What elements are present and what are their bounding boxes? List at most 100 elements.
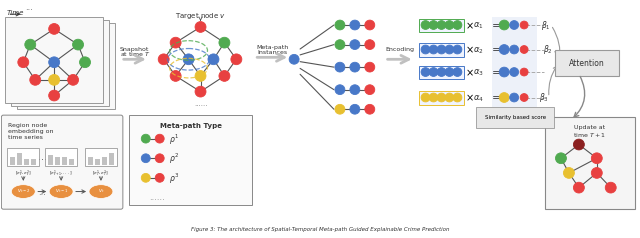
FancyBboxPatch shape: [45, 149, 77, 166]
FancyBboxPatch shape: [55, 153, 60, 165]
FancyBboxPatch shape: [5, 17, 103, 103]
Text: =: =: [492, 94, 501, 104]
FancyBboxPatch shape: [31, 159, 36, 165]
Text: $\times$: $\times$: [465, 93, 474, 104]
FancyBboxPatch shape: [10, 157, 15, 165]
FancyBboxPatch shape: [419, 19, 464, 32]
Ellipse shape: [49, 185, 73, 198]
Circle shape: [605, 182, 616, 193]
Text: Meta-path: Meta-path: [256, 45, 289, 50]
Text: Target node $v$: Target node $v$: [175, 11, 226, 21]
Circle shape: [350, 62, 360, 72]
FancyBboxPatch shape: [8, 149, 39, 166]
Circle shape: [563, 168, 574, 178]
Text: $\times$: $\times$: [465, 45, 474, 56]
Circle shape: [195, 70, 206, 81]
Circle shape: [350, 104, 360, 114]
Circle shape: [350, 40, 360, 50]
FancyBboxPatch shape: [545, 117, 635, 209]
FancyBboxPatch shape: [492, 17, 537, 107]
Text: $v_t$: $v_t$: [98, 188, 104, 195]
Circle shape: [350, 20, 360, 30]
FancyBboxPatch shape: [85, 149, 117, 166]
Circle shape: [335, 20, 345, 30]
Text: $\beta_1$: $\beta_1$: [541, 19, 551, 31]
Circle shape: [520, 68, 528, 76]
Text: $[e_T^1, e_T^2]$: $[e_T^1, e_T^2]$: [92, 168, 109, 178]
Circle shape: [499, 67, 509, 77]
Text: $\alpha_2$: $\alpha_2$: [473, 45, 484, 56]
Text: embedding on: embedding on: [8, 129, 54, 134]
FancyBboxPatch shape: [1, 115, 123, 209]
FancyBboxPatch shape: [12, 20, 109, 106]
Text: ...: ...: [38, 152, 47, 162]
Text: Meta-path Type: Meta-path Type: [159, 123, 221, 129]
Circle shape: [499, 20, 509, 30]
FancyBboxPatch shape: [69, 157, 74, 165]
Circle shape: [365, 104, 375, 114]
Circle shape: [509, 68, 518, 76]
FancyBboxPatch shape: [48, 157, 53, 165]
Text: Similarity based score: Similarity based score: [484, 115, 546, 120]
Circle shape: [421, 21, 430, 30]
Circle shape: [195, 86, 206, 97]
Circle shape: [49, 57, 60, 68]
Circle shape: [437, 21, 446, 30]
Circle shape: [170, 37, 181, 48]
Circle shape: [49, 90, 60, 101]
Circle shape: [421, 45, 430, 54]
Circle shape: [429, 93, 438, 102]
Text: Attention: Attention: [569, 59, 605, 68]
Circle shape: [170, 70, 181, 81]
Circle shape: [499, 93, 509, 102]
Circle shape: [453, 45, 462, 54]
Ellipse shape: [89, 185, 113, 198]
Text: ...: ...: [38, 188, 46, 197]
Circle shape: [421, 68, 430, 76]
Text: Snapshot: Snapshot: [120, 47, 150, 52]
Circle shape: [156, 174, 164, 182]
Text: $v_{t-1}$: $v_{t-1}$: [54, 188, 68, 195]
Text: Figure 3: The architecture of Spatial-Temporal Meta-path Guided Explainable Crim: Figure 3: The architecture of Spatial-Te…: [191, 227, 449, 232]
Text: ...: ...: [26, 3, 33, 12]
Text: $\beta_2$: $\beta_2$: [543, 43, 553, 56]
Circle shape: [365, 40, 375, 50]
FancyBboxPatch shape: [102, 157, 107, 165]
Circle shape: [573, 139, 584, 150]
Circle shape: [183, 54, 194, 65]
Circle shape: [158, 54, 169, 65]
Text: $\rho^1$: $\rho^1$: [169, 132, 179, 147]
Circle shape: [520, 21, 528, 29]
Text: Instances: Instances: [257, 50, 287, 55]
Circle shape: [445, 68, 454, 76]
FancyBboxPatch shape: [419, 66, 464, 79]
Text: $v_{t-2}$: $v_{t-2}$: [17, 188, 30, 195]
Circle shape: [141, 174, 150, 182]
Text: ......: ......: [194, 101, 207, 107]
Circle shape: [365, 20, 375, 30]
Circle shape: [429, 21, 438, 30]
Circle shape: [453, 68, 462, 76]
Circle shape: [350, 85, 360, 94]
Circle shape: [141, 154, 150, 163]
Circle shape: [429, 68, 438, 76]
Text: $\times$: $\times$: [465, 68, 474, 78]
Circle shape: [509, 93, 518, 102]
Text: =: =: [492, 68, 501, 78]
FancyBboxPatch shape: [109, 153, 114, 165]
Circle shape: [195, 22, 206, 32]
Text: Region node: Region node: [8, 123, 47, 128]
Text: $[e_{t+1}^1,...]$: $[e_{t+1}^1,...]$: [49, 168, 73, 178]
Ellipse shape: [12, 185, 35, 198]
Circle shape: [231, 54, 242, 65]
Circle shape: [499, 45, 509, 55]
Circle shape: [335, 85, 345, 94]
Text: $\alpha_1$: $\alpha_1$: [473, 21, 484, 31]
Text: ......: ......: [148, 193, 164, 202]
Text: time $T+1$: time $T+1$: [573, 131, 606, 139]
Text: $[e_{t}^1, e_{t}^2]$: $[e_{t}^1, e_{t}^2]$: [15, 168, 32, 178]
Text: =: =: [492, 21, 501, 31]
Circle shape: [509, 21, 518, 30]
FancyBboxPatch shape: [24, 155, 29, 165]
Circle shape: [437, 93, 446, 102]
